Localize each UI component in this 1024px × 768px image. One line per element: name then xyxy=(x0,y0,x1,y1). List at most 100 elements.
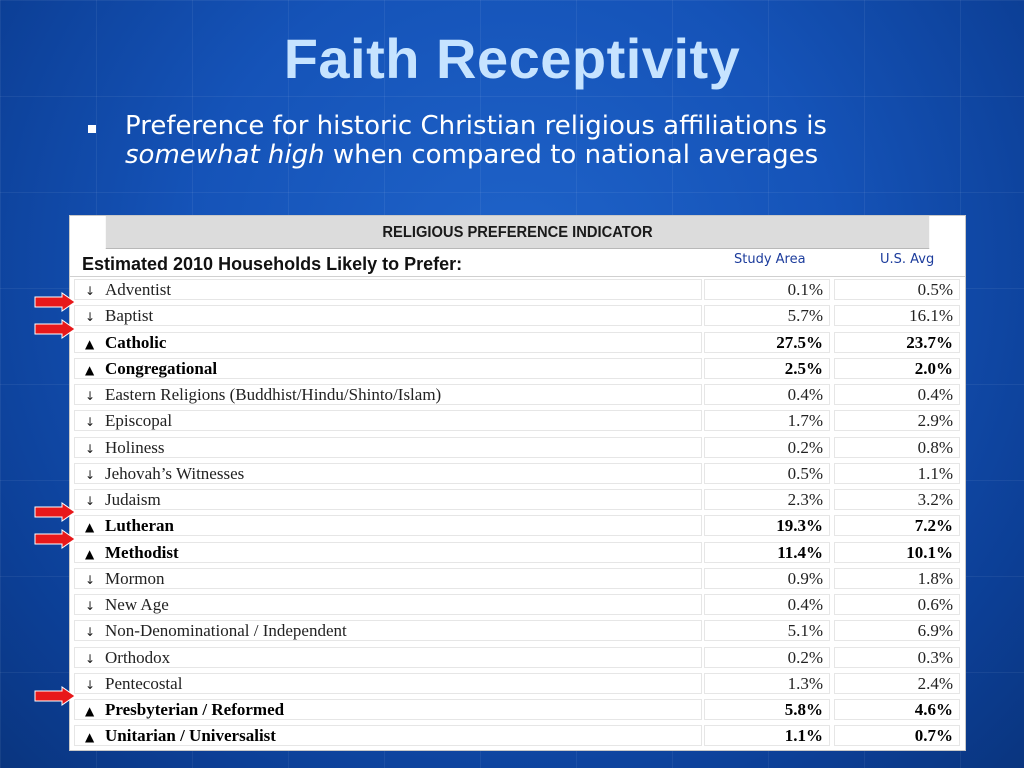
us-avg-value: 23.7% xyxy=(834,331,960,353)
table-row: ↓ Episcopal 1.7% 2.9% xyxy=(70,408,965,434)
down-arrow-icon: ↓ xyxy=(85,599,96,613)
study-area-value: 27.5% xyxy=(704,331,830,353)
table-row: ↓ Orthodox 0.2% 0.3% xyxy=(70,645,965,671)
table-row: ▲ Methodist 11.4% 10.1% xyxy=(70,540,965,566)
religion-name: Holiness xyxy=(105,437,165,457)
us-avg-value: 16.1% xyxy=(834,305,960,327)
down-arrow-icon: ↓ xyxy=(85,677,96,692)
table-row: ↓ Jehovah’s Witnesses 0.5% 1.1% xyxy=(70,461,965,487)
study-area-value: 2.5% xyxy=(704,357,830,379)
table-row: ▲ Congregational 2.5% 2.0% xyxy=(70,356,965,382)
study-area-value: 0.4% xyxy=(704,384,830,405)
down-arrow-icon: ↓ xyxy=(85,651,96,666)
triangle-up-icon: ▲ xyxy=(85,546,95,561)
religion-name-cell: ↓ New Age xyxy=(74,594,702,615)
religion-name: Methodist xyxy=(105,542,179,562)
study-area-value: 19.3% xyxy=(704,515,830,537)
religious-preference-table: RELIGIOUS PREFERENCE INDICATOR Estimated… xyxy=(69,215,966,751)
religion-name: Adventist xyxy=(105,280,172,299)
table-header-label: Estimated 2010 Households Likely to Pref… xyxy=(82,254,463,274)
triangle-up-icon: ▲ xyxy=(85,704,95,718)
religion-name-cell: ↓ Eastern Religions (Buddhist/Hindu/Shint… xyxy=(74,384,702,405)
religion-name: Unitarian / Universalist xyxy=(105,726,276,746)
us-avg-value: 2.4% xyxy=(834,672,960,694)
religion-name: Baptist xyxy=(105,306,154,326)
religion-name: Jehovah’s Witnesses xyxy=(105,463,245,483)
down-arrow-icon: ↓ xyxy=(85,284,96,298)
study-area-value: 0.9% xyxy=(704,567,830,589)
religion-name: Judaism xyxy=(105,490,161,509)
study-area-value: 0.2% xyxy=(704,436,830,458)
red-right-arrow-icon xyxy=(34,502,76,523)
us-avg-value: 6.9% xyxy=(834,620,960,642)
religion-name-cell: ▲ Congregational xyxy=(74,357,702,379)
table-row: ▲ Catholic 27.5% 23.7% xyxy=(70,330,965,356)
religion-name: Non-Denominational / Independent xyxy=(105,621,347,641)
column-header-us-avg: U.S. Avg xyxy=(880,252,935,267)
table-row: ↓ Mormon 0.9% 1.8% xyxy=(70,566,965,592)
table-row: ▲ Lutheran 19.3% 7.2% xyxy=(70,513,965,539)
down-arrow-icon: ↓ xyxy=(85,625,96,640)
religion-name: Pentecostal xyxy=(105,673,183,693)
bullet-text: Preference for historic Christian religi… xyxy=(125,112,945,170)
religion-name-cell: ↓ Pentecostal xyxy=(74,672,702,694)
table-row: ▲ Unitarian / Universalist 1.1% 0.7% xyxy=(70,723,965,749)
us-avg-value: 1.1% xyxy=(834,462,960,484)
religion-name-cell: ▲ Catholic xyxy=(74,331,702,353)
table-row: ↓ Holiness 0.2% 0.8% xyxy=(70,435,965,461)
religion-name: New Age xyxy=(105,595,169,614)
red-right-arrow-icon xyxy=(34,318,76,339)
slide-title: Faith Receptivity xyxy=(283,27,741,90)
religion-name: Orthodox xyxy=(105,647,171,667)
us-avg-value: 7.2% xyxy=(834,515,960,537)
down-arrow-icon: ↓ xyxy=(85,389,96,403)
us-avg-value: 10.1% xyxy=(834,541,960,563)
religion-name-cell: ↓ Baptist xyxy=(74,305,702,327)
study-area-value: 1.7% xyxy=(704,410,830,432)
table-header-row: Estimated 2010 Households Likely to Pref… xyxy=(70,249,965,277)
us-avg-value: 0.6% xyxy=(834,594,960,615)
down-arrow-icon: ↓ xyxy=(85,494,96,508)
religion-name-cell: ▲ Methodist xyxy=(74,541,702,563)
religion-name-cell: ▲ Presbyterian / Reformed xyxy=(74,699,702,720)
table-title: RELIGIOUS PREFERENCE INDICATOR xyxy=(105,216,930,249)
religion-name: Lutheran xyxy=(105,516,174,536)
study-area-value: 5.8% xyxy=(704,699,830,720)
table-row: ▲ Presbyterian / Reformed 5.8% 4.6% xyxy=(70,697,965,723)
religion-name-cell: ↓ Orthodox xyxy=(74,646,702,668)
study-area-value: 0.5% xyxy=(704,462,830,484)
us-avg-value: 3.2% xyxy=(834,489,960,510)
study-area-value: 5.7% xyxy=(704,305,830,327)
down-arrow-icon: ↓ xyxy=(85,572,96,587)
table-row: ↓ New Age 0.4% 0.6% xyxy=(70,592,965,618)
religion-name-cell: ↓ Jehovah’s Witnesses xyxy=(74,462,702,484)
us-avg-value: 0.5% xyxy=(834,279,960,300)
triangle-up-icon: ▲ xyxy=(85,730,95,745)
religion-name-cell: ▲ Unitarian / Universalist xyxy=(74,725,702,747)
us-avg-value: 0.7% xyxy=(834,725,960,747)
religion-name: Presbyterian / Reformed xyxy=(105,700,285,719)
red-right-arrow-icon xyxy=(34,686,76,706)
religion-name-cell: ↓ Adventist xyxy=(74,279,702,300)
study-area-value: 0.4% xyxy=(704,594,830,615)
religion-name: Congregational xyxy=(105,358,218,378)
bullet-text-before: Preference for historic Christian religi… xyxy=(125,111,827,141)
table-row: ↓ Non-Denominational / Independent 5.1% 6.9… xyxy=(70,618,965,644)
us-avg-value: 1.8% xyxy=(834,567,960,589)
table-row: ↓ Pentecostal 1.3% 2.4% xyxy=(70,671,965,697)
red-right-arrow-icon xyxy=(34,292,76,313)
religion-name: Episcopal xyxy=(105,411,173,431)
us-avg-value: 4.6% xyxy=(834,699,960,720)
us-avg-value: 0.8% xyxy=(834,436,960,458)
religion-name-cell: ↓ Episcopal xyxy=(74,410,702,432)
us-avg-value: 2.9% xyxy=(834,410,960,432)
us-avg-value: 0.3% xyxy=(834,646,960,668)
triangle-up-icon: ▲ xyxy=(85,336,95,351)
religion-name-cell: ▲ Lutheran xyxy=(74,515,702,537)
study-area-value: 5.1% xyxy=(704,620,830,642)
bullet-text-after: when compared to national averages xyxy=(324,140,819,170)
red-right-arrow-icon xyxy=(34,528,76,549)
us-avg-value: 0.4% xyxy=(834,384,960,405)
religion-name: Mormon xyxy=(105,568,165,588)
bullet-emphasis: somewhat high xyxy=(125,140,325,170)
